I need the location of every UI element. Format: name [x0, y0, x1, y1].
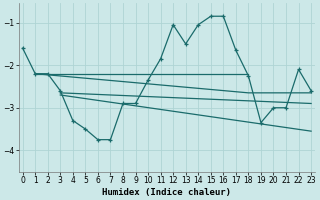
X-axis label: Humidex (Indice chaleur): Humidex (Indice chaleur): [102, 188, 231, 197]
